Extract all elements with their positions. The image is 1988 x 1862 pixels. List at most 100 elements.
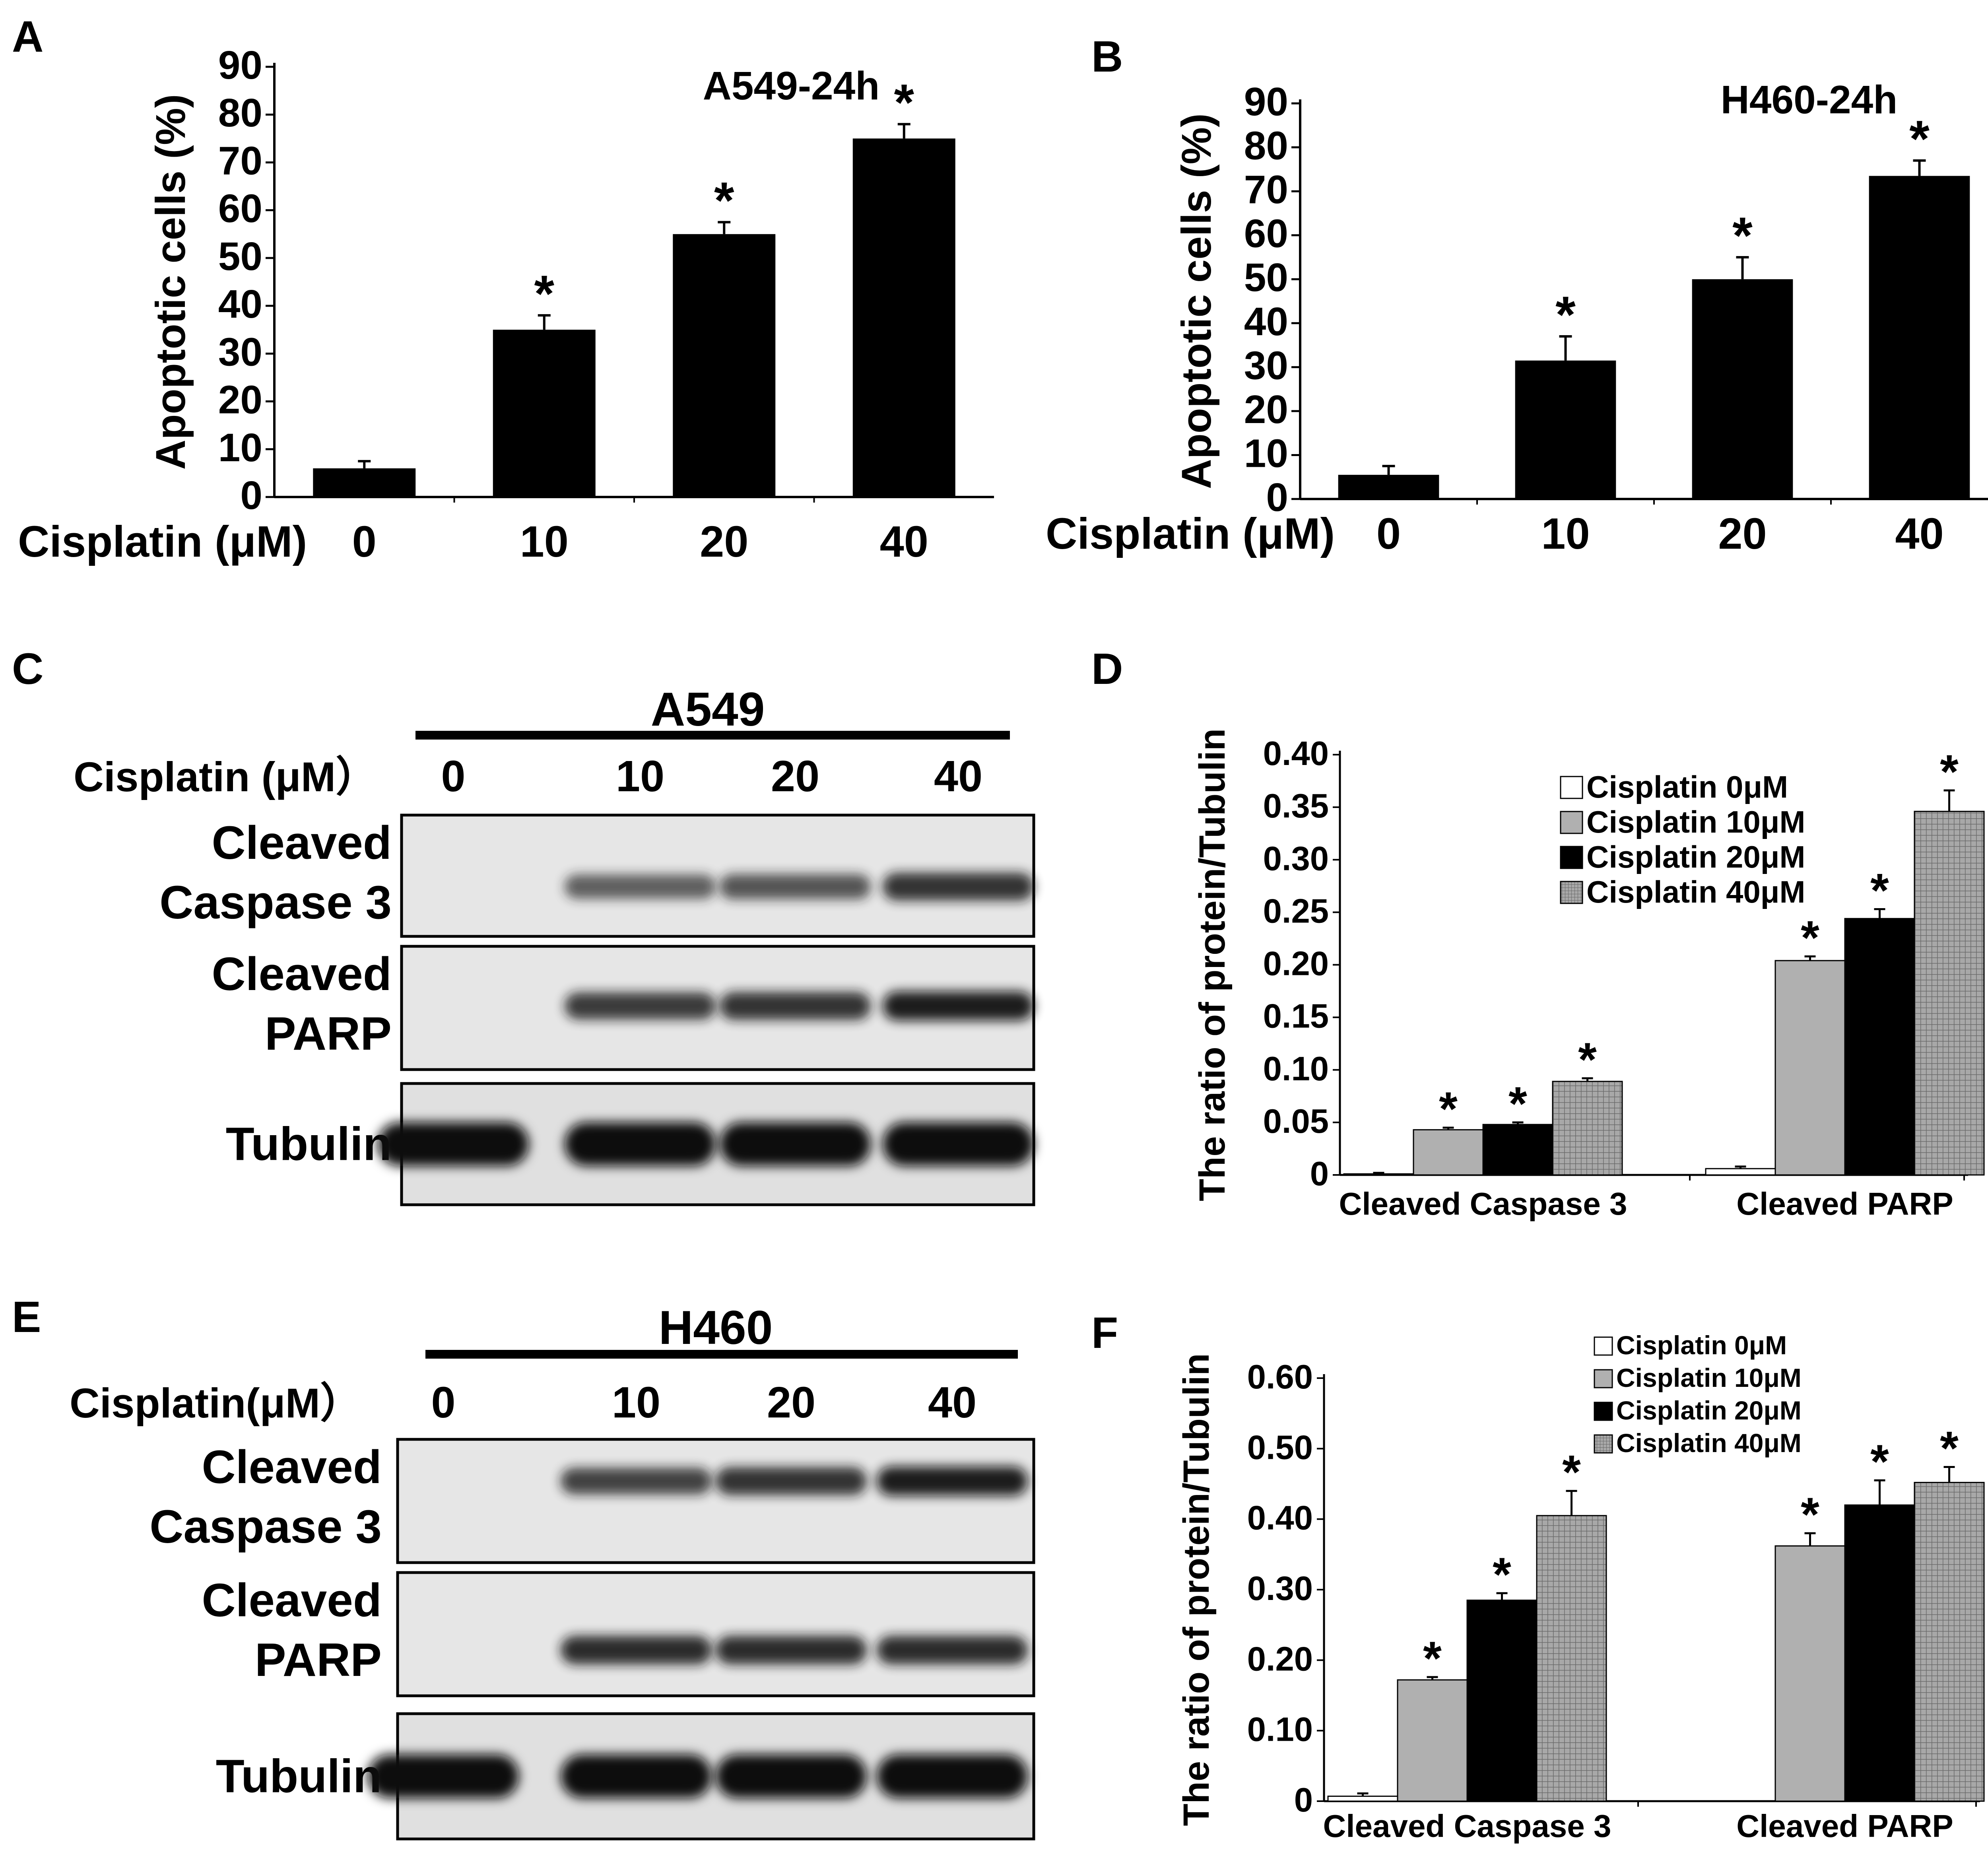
x-tick-label: 0 — [352, 517, 377, 566]
blot-membrane — [396, 1438, 1035, 1564]
blot-band — [561, 1636, 712, 1664]
x-tick-label: 10 — [1541, 509, 1590, 558]
blot-band — [716, 1467, 867, 1495]
y-tick-label: 60 — [218, 186, 262, 231]
bar — [1705, 1168, 1776, 1176]
lane-label: 40 — [928, 1378, 977, 1427]
y-tick-label: 0.30 — [1247, 1570, 1313, 1608]
lane-label: 0 — [431, 1378, 455, 1427]
blot-band — [883, 1122, 1034, 1166]
blot-row-label: Cleaved — [212, 948, 392, 1000]
bar — [493, 330, 596, 497]
y-tick-label: 0 — [1294, 1781, 1313, 1819]
y-tick-label: 0.20 — [1247, 1640, 1313, 1678]
significance-marker: * — [1562, 1446, 1581, 1499]
y-tick-label: 20 — [1244, 387, 1288, 432]
y-tick-label: 0.35 — [1263, 787, 1329, 825]
cell-line-title: A549 — [651, 683, 765, 736]
y-tick-label: 90 — [218, 43, 262, 87]
y-tick-label: 70 — [218, 138, 262, 183]
y-tick-label: 0.40 — [1263, 735, 1329, 773]
blot-band — [720, 1122, 871, 1166]
y-tick-label: 0.20 — [1263, 945, 1329, 983]
significance-marker: * — [1909, 110, 1930, 168]
y-axis-title: The ratio of protein/Tubulin — [1192, 728, 1233, 1201]
legend-label: Cisplatin 40μM — [1616, 1428, 1802, 1458]
lane-label: 0 — [441, 752, 465, 801]
blot-band — [368, 1754, 519, 1798]
y-tick-label: 0.25 — [1263, 892, 1329, 930]
x-category-label: Cleaved PARP — [1736, 1186, 1953, 1221]
y-tick-label: 10 — [1244, 431, 1288, 476]
legend-swatch — [1594, 1434, 1613, 1454]
y-tick-label: 60 — [1244, 212, 1288, 256]
significance-marker: * — [1940, 745, 1959, 798]
x-category-label: Cleaved Caspase 3 — [1323, 1808, 1611, 1844]
significance-marker: * — [1870, 1435, 1889, 1488]
y-tick-label: 40 — [1244, 299, 1288, 344]
y-tick-label: 30 — [218, 330, 262, 374]
legend-swatch — [1560, 776, 1583, 799]
x-category-label: Cleaved Caspase 3 — [1339, 1186, 1627, 1221]
y-tick-label: 80 — [1244, 124, 1288, 168]
significance-marker: * — [1439, 1082, 1458, 1136]
bar — [1914, 1481, 1985, 1802]
chart-title: H460-24h — [1721, 78, 1898, 122]
panel-letter-f: F — [1091, 1309, 1118, 1357]
y-tick-label: 0.30 — [1263, 840, 1329, 878]
bar — [1844, 1504, 1915, 1802]
blot-band — [565, 1122, 716, 1166]
bar — [1914, 811, 1985, 1176]
lane-label: 20 — [771, 752, 819, 801]
x-tick-label: 20 — [1718, 509, 1767, 558]
x-tick-label: 40 — [1895, 509, 1943, 558]
blot-band — [561, 1468, 712, 1495]
legend-swatch — [1594, 1402, 1613, 1421]
legend-label: Cisplatin 20μM — [1586, 839, 1806, 874]
legend-swatch — [1594, 1369, 1613, 1388]
significance-marker: * — [1508, 1077, 1527, 1130]
y-tick-label: 0.60 — [1247, 1358, 1313, 1396]
treatment-label: Cisplatin (μM） — [74, 754, 377, 800]
blot-row-label: Cleaved — [212, 817, 392, 869]
legend-label: Cisplatin 10μM — [1586, 804, 1806, 839]
significance-marker: * — [1578, 1033, 1597, 1086]
blot-row-label: PARP — [265, 1008, 392, 1060]
legend-swatch — [1594, 1336, 1613, 1356]
bar — [1774, 960, 1846, 1176]
bar — [1774, 1545, 1846, 1802]
blot-band — [720, 992, 871, 1020]
y-tick-label: 30 — [1244, 343, 1288, 388]
y-tick-label: 40 — [218, 282, 262, 326]
y-tick-label: 0 — [1310, 1155, 1329, 1193]
y-tick-label: 50 — [1244, 255, 1288, 300]
y-tick-label: 50 — [218, 234, 262, 279]
blot-band — [565, 992, 716, 1020]
legend-swatch — [1560, 881, 1583, 904]
significance-marker: * — [714, 171, 734, 229]
significance-marker: * — [534, 264, 554, 322]
blot-membrane — [396, 1571, 1035, 1697]
blot-band — [720, 874, 871, 899]
significance-marker: * — [1940, 1421, 1959, 1475]
legend-swatch — [1560, 811, 1583, 834]
y-tick-label: 0.05 — [1263, 1103, 1329, 1140]
y-axis-title: Apoptotic cells (%) — [1173, 113, 1220, 489]
significance-marker: * — [1801, 911, 1819, 964]
panel-letter-b: B — [1091, 32, 1123, 81]
bar — [313, 468, 416, 497]
blot-row-label: Tubulin — [226, 1118, 392, 1171]
lane-label: 40 — [934, 752, 982, 801]
legend-label: Cisplatin 40μM — [1586, 874, 1806, 909]
lane-label: 20 — [767, 1378, 815, 1427]
y-tick-label: 10 — [218, 425, 262, 470]
lane-label: 10 — [612, 1378, 660, 1427]
blot-row-label: Caspase 3 — [149, 1501, 382, 1553]
x-axis-title: Cisplatin (μM) — [1046, 509, 1335, 558]
cell-line-bar — [415, 731, 1010, 740]
significance-marker: * — [1870, 864, 1889, 917]
y-tick-label: 80 — [218, 91, 262, 135]
y-tick-label: 0.15 — [1263, 998, 1329, 1035]
